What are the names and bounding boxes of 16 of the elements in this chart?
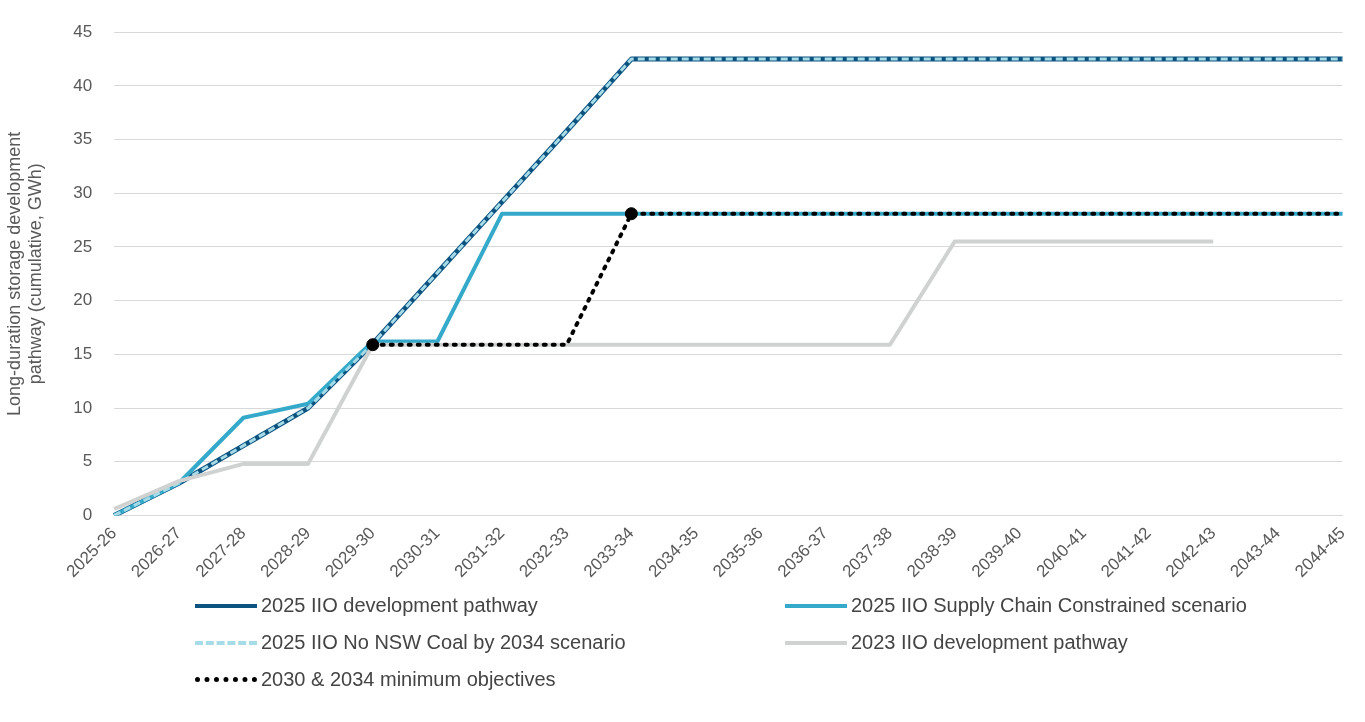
legend-label: 2023 IIO development pathway <box>851 631 1128 654</box>
y-tick-label: 10 <box>73 397 93 417</box>
y-tick-label: 25 <box>73 236 93 256</box>
y-tick-label: 20 <box>73 290 93 310</box>
y-tick-label: 5 <box>82 451 93 471</box>
legend-label: 2030 & 2034 minimum objectives <box>261 668 556 691</box>
legend-label: 2025 IIO No NSW Coal by 2034 scenario <box>261 631 626 654</box>
y-tick-label: 0 <box>82 505 93 525</box>
y-axis-title: Long-duration storage development pathway (cumulative, GWh) <box>3 131 46 416</box>
legend-label: 2025 IIO development pathway <box>261 594 538 617</box>
y-tick-label: 35 <box>73 129 93 149</box>
y-tick-label: 45 <box>73 21 93 41</box>
legend-label: 2025 IIO Supply Chain Constrained scenario <box>851 594 1247 617</box>
y-tick-label: 30 <box>73 182 93 202</box>
y-tick-label: 15 <box>73 344 93 364</box>
y-tick-label: 40 <box>73 75 93 95</box>
